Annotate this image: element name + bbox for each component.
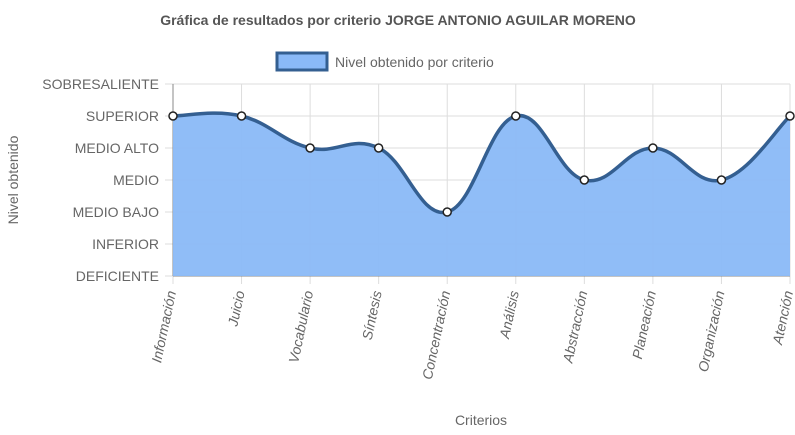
y-tick-label: SOBRESALIENTE <box>42 76 159 92</box>
data-point[interactable] <box>785 111 795 121</box>
y-tick-label: MEDIO ALTO <box>75 140 159 156</box>
line-layer <box>172 111 792 214</box>
x-tick-label: Síntesis <box>359 289 385 341</box>
x-axis-label: Criterios <box>455 412 507 428</box>
chart-title: Gráfica de resultados por criterio JORGE… <box>160 12 636 28</box>
x-tick-label: Vocabulario <box>285 289 316 364</box>
x-tick-label: Abstracción <box>559 289 590 365</box>
y-axis-label: Nivel obtenido <box>5 135 21 224</box>
x-tick-label: Análisis <box>496 289 522 341</box>
x-axis-ticks: Información Juicio Vocabulario Síntesis Conc… <box>148 289 795 381</box>
data-point[interactable] <box>648 143 658 153</box>
x-tick-label: Organización <box>695 289 728 373</box>
legend-swatch <box>275 51 329 72</box>
y-axis-ticks: DEFICIENTE INFERIOR MEDIO BAJO MEDIO MEDIO A… <box>42 76 159 284</box>
y-tick-label: DEFICIENTE <box>76 268 159 284</box>
points-layer <box>168 111 795 217</box>
x-tick-label: Atención <box>769 289 795 347</box>
legend-label: Nivel obtenido por criterio <box>335 54 494 70</box>
x-tick-label: Juicio <box>224 289 247 329</box>
y-tick-label: SUPERIOR <box>86 108 159 124</box>
data-point[interactable] <box>305 143 315 153</box>
series-line <box>172 111 792 214</box>
x-tick-label: Concentración <box>419 289 453 381</box>
data-point[interactable] <box>511 111 521 121</box>
legend[interactable]: Nivel obtenido por criterio <box>275 51 494 72</box>
data-point[interactable] <box>579 175 590 185</box>
x-tick-label: Planeación <box>629 289 659 360</box>
data-point[interactable] <box>236 111 247 121</box>
x-tick-label: Información <box>148 289 179 364</box>
y-tick-label: MEDIO <box>113 172 159 188</box>
data-point[interactable] <box>168 111 178 121</box>
area-layer <box>173 113 790 277</box>
data-point[interactable] <box>716 175 727 185</box>
y-tick-label: INFERIOR <box>92 236 159 252</box>
series-area <box>173 113 790 277</box>
data-point[interactable] <box>442 207 452 217</box>
data-point[interactable] <box>373 143 384 153</box>
y-tick-label: MEDIO BAJO <box>73 204 159 220</box>
